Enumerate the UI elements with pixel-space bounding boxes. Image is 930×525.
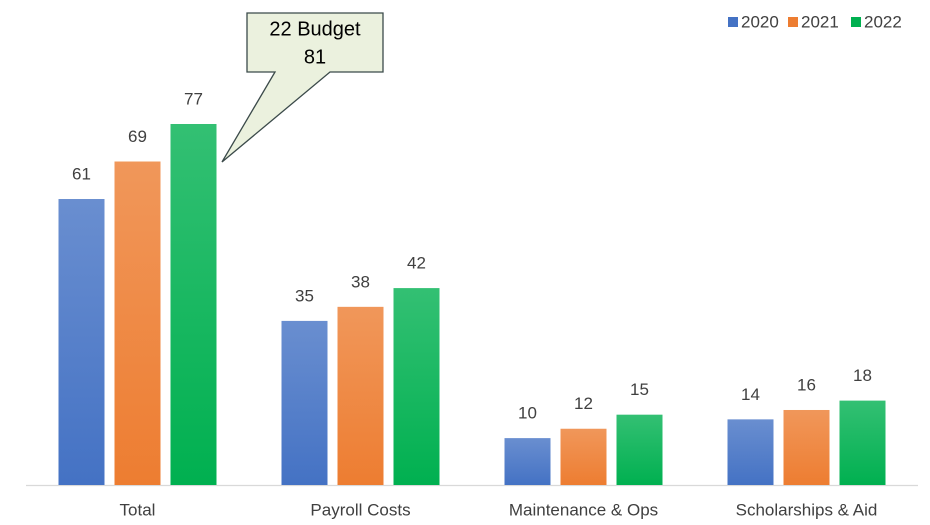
data-label: 38 [351,272,370,291]
callout-value: 81 [304,46,326,68]
data-label: 14 [741,385,760,404]
x-tick-label: Payroll Costs [310,500,410,519]
data-label: 35 [295,286,314,305]
bar [616,414,663,485]
bar [504,438,551,485]
legend-swatch [728,17,738,27]
data-label: 18 [853,366,872,385]
bar [393,288,440,485]
legend-swatch [851,17,861,27]
legend-swatch [788,17,798,27]
data-label: 42 [407,254,426,273]
legend-label: 2021 [801,12,839,31]
bar [281,320,328,485]
x-tick-label: Scholarships & Aid [736,500,878,519]
data-label: 61 [72,164,91,183]
bar [114,161,161,485]
legend-label: 2022 [864,12,902,31]
data-label: 15 [630,380,649,399]
bar [727,419,774,485]
data-label: 16 [797,375,816,394]
bar [170,124,217,485]
data-label: 12 [574,394,593,413]
bar [839,400,886,485]
bar [337,306,384,485]
bar [560,428,607,485]
data-label: 69 [128,127,147,146]
legend-label: 2020 [741,12,779,31]
bar [783,409,830,485]
data-label: 10 [518,404,537,423]
callout-label: 22 Budget [269,18,361,40]
callout [221,12,384,163]
data-label: 77 [184,89,203,108]
x-tick-label: Total [120,500,156,519]
bar [58,199,105,485]
x-tick-label: Maintenance & Ops [509,500,658,519]
